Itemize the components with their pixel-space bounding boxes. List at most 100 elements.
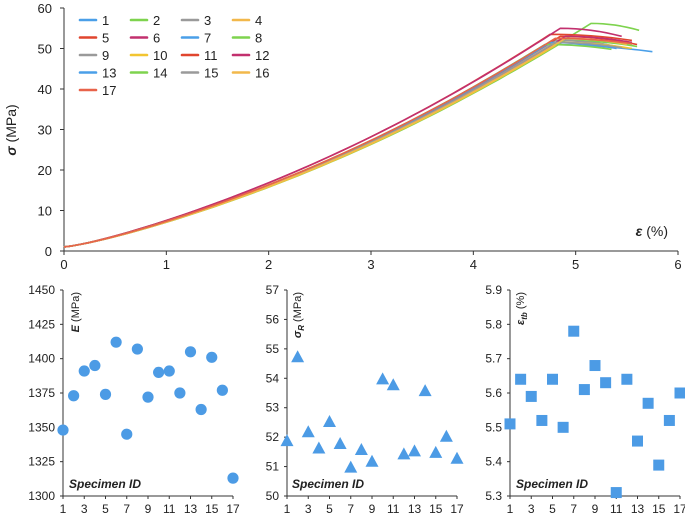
elongation-point bbox=[663, 414, 675, 426]
curve-specimen-8 bbox=[63, 39, 638, 248]
strain-tick-label: 5 bbox=[572, 257, 579, 272]
modulus-x-tick-label: 3 bbox=[81, 502, 88, 515]
strength-specimen-id-label: Specimen ID bbox=[292, 477, 364, 491]
strength-point bbox=[386, 378, 400, 391]
modulus-point bbox=[153, 366, 165, 378]
modulus-point bbox=[163, 365, 175, 377]
elongation-y-tick-label: 5.5 bbox=[485, 420, 502, 434]
stress-tick-label: 20 bbox=[38, 163, 52, 178]
stress-tick-label: 10 bbox=[38, 204, 52, 219]
legend-label-7: 7 bbox=[204, 31, 211, 46]
strength-x-tick-label: 13 bbox=[408, 502, 422, 515]
elongation-x-tick-label: 3 bbox=[528, 502, 535, 515]
legend-label-3: 3 bbox=[204, 13, 211, 28]
legend-label-14: 14 bbox=[153, 66, 167, 81]
modulus-specimen-id-label: Specimen ID bbox=[69, 477, 141, 491]
elongation-point bbox=[504, 418, 516, 430]
strength-point bbox=[344, 460, 358, 473]
stress-tick-label: 40 bbox=[38, 82, 52, 97]
strength-point bbox=[312, 441, 326, 454]
elongation-point bbox=[547, 373, 558, 385]
elongation-point bbox=[589, 360, 601, 372]
strength-point bbox=[323, 414, 336, 427]
strength-y-tick-label: 55 bbox=[266, 342, 280, 356]
modulus-x-tick-label: 5 bbox=[102, 502, 109, 515]
elongation-point bbox=[653, 459, 665, 471]
elongation-point bbox=[610, 487, 622, 499]
elongation-y-tick-label: 5.4 bbox=[485, 455, 502, 469]
modulus-point bbox=[99, 388, 112, 400]
strain-tick-label: 3 bbox=[367, 257, 374, 272]
strength-point bbox=[333, 437, 347, 450]
elongation-x-tick-label: 13 bbox=[631, 502, 645, 515]
curve-specimen-9 bbox=[63, 39, 627, 248]
strain-tick-label: 1 bbox=[163, 257, 170, 272]
modulus-x-tick-label: 17 bbox=[226, 502, 240, 515]
modulus-point bbox=[68, 390, 80, 402]
strength-point bbox=[365, 454, 379, 467]
elongation-x-tick-label: 5 bbox=[549, 502, 556, 515]
elongation-y-tick-label: 5.6 bbox=[485, 386, 502, 400]
modulus-point bbox=[184, 346, 197, 358]
legend-label-11: 11 bbox=[204, 48, 218, 63]
modulus-axis-title: E (MPa) bbox=[70, 292, 82, 332]
modulus-point bbox=[57, 424, 69, 436]
strength-point bbox=[280, 434, 294, 447]
elongation-point bbox=[536, 414, 548, 426]
elongation-point bbox=[568, 325, 580, 337]
strength-x-tick-label: 7 bbox=[347, 502, 354, 515]
curve-specimen-2 bbox=[63, 22, 640, 248]
strength-y-tick-label: 53 bbox=[266, 401, 280, 415]
strength-y-tick-label: 56 bbox=[266, 312, 280, 326]
strain-tick-label: 2 bbox=[265, 257, 272, 272]
modulus-x-tick-label: 11 bbox=[163, 502, 176, 515]
strength-point bbox=[397, 447, 411, 460]
curve-specimen-14 bbox=[63, 43, 612, 248]
modulus-point bbox=[142, 391, 154, 403]
legend-label-16: 16 bbox=[255, 66, 269, 81]
legend-label-10: 10 bbox=[153, 48, 167, 63]
modulus-x-tick-label: 7 bbox=[123, 502, 130, 515]
elongation-point bbox=[600, 377, 612, 389]
modulus-point bbox=[227, 472, 239, 484]
modulus-point bbox=[216, 384, 228, 396]
modulus-point bbox=[206, 351, 218, 363]
curve-specimen-4 bbox=[63, 37, 633, 248]
strength-point bbox=[418, 384, 432, 397]
modulus-y-tick-label: 1450 bbox=[28, 283, 55, 297]
strength-y-tick-label: 50 bbox=[266, 489, 280, 503]
curve-specimen-17 bbox=[63, 37, 633, 248]
legend-label-15: 15 bbox=[204, 66, 218, 81]
modulus-point bbox=[131, 343, 143, 355]
elongation-point bbox=[621, 373, 633, 385]
elongation-y-tick-label: 5.8 bbox=[485, 317, 502, 331]
modulus-point bbox=[89, 359, 101, 372]
modulus-point bbox=[78, 365, 90, 377]
strength-x-tick-label: 1 bbox=[284, 502, 291, 515]
elongation-x-tick-label: 17 bbox=[673, 502, 685, 515]
strength-point bbox=[354, 442, 368, 455]
elongation-y-tick-label: 5.9 bbox=[485, 283, 502, 297]
strength-x-tick-label: 5 bbox=[326, 502, 333, 515]
strain-tick-label: 4 bbox=[470, 257, 477, 272]
curve-specimen-6 bbox=[63, 27, 622, 248]
elongation-point bbox=[578, 384, 590, 396]
modulus-point bbox=[110, 336, 122, 348]
strength-y-tick-label: 51 bbox=[266, 460, 280, 474]
stress-tick-label: 30 bbox=[38, 123, 52, 138]
stress-tick-label: 50 bbox=[38, 42, 52, 57]
stress-axis-title: σ (MPa) bbox=[3, 104, 19, 155]
legend-label-9: 9 bbox=[102, 48, 109, 63]
strength-point bbox=[408, 444, 421, 457]
curve-specimen-12 bbox=[63, 35, 633, 248]
strength-x-tick-label: 17 bbox=[450, 502, 464, 515]
modulus-y-tick-label: 1425 bbox=[28, 317, 55, 331]
strength-x-tick-label: 15 bbox=[429, 502, 443, 515]
modulus-scatter-chart: E (MPa) Specimen ID 13001325135013751400… bbox=[28, 283, 240, 515]
legend-label-6: 6 bbox=[153, 31, 160, 46]
elongation-x-tick-label: 7 bbox=[570, 502, 577, 515]
modulus-point bbox=[174, 387, 186, 399]
modulus-point bbox=[195, 403, 207, 416]
